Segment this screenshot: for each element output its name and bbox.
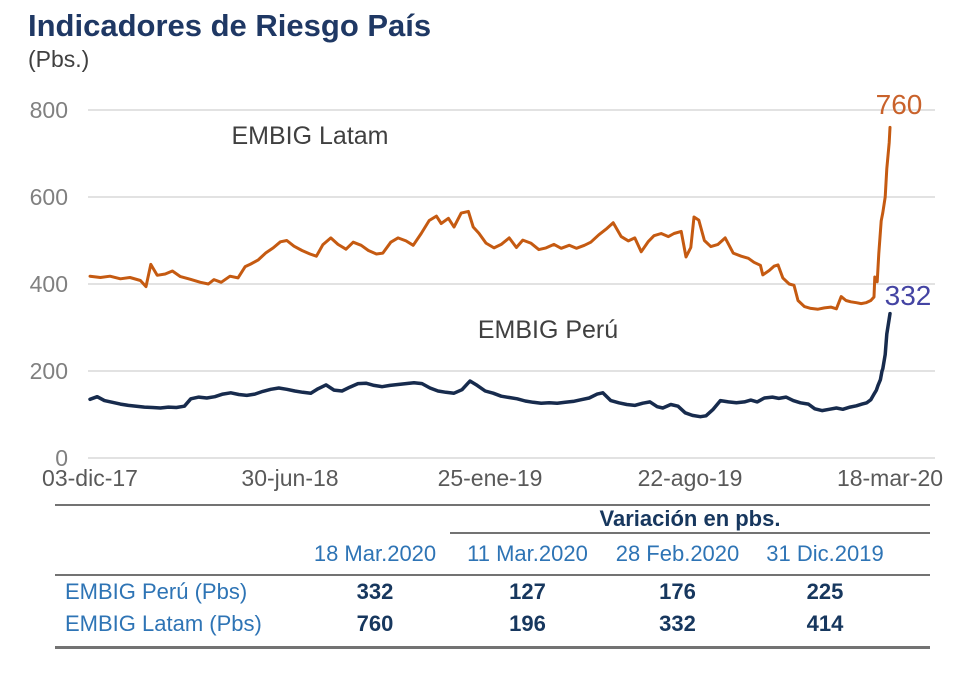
column-header-11-mar-2020: 11 Mar.2020 xyxy=(467,541,588,566)
cell-value: 225 xyxy=(806,579,844,604)
column-header-18-mar-2020: 18 Mar.2020 xyxy=(313,541,437,566)
cell-value: 127 xyxy=(509,579,546,604)
cell-value: 332 xyxy=(356,579,394,604)
chart-canvas xyxy=(88,109,935,459)
page-title: Indicadores de Riesgo País xyxy=(28,8,432,43)
row-label-embig-latam: EMBIG Latam (Pbs) xyxy=(65,611,262,636)
variation-header: Variación en pbs. xyxy=(450,506,930,534)
cell-value: 332 xyxy=(659,611,696,636)
y-axis-tick: 600 xyxy=(29,184,68,210)
column-header-empty xyxy=(55,534,300,574)
series-label-embig-latam: EMBIG Latam xyxy=(231,122,389,150)
page-subtitle: (Pbs.) xyxy=(28,46,90,72)
table-header-row: 18 Mar.2020 11 Mar.2020 28 Feb.2020 31 D… xyxy=(55,534,930,576)
cell-value: 414 xyxy=(806,611,844,636)
cell-value: 760 xyxy=(356,611,394,636)
row-label-embig-peru: EMBIG Perú (Pbs) xyxy=(65,579,248,604)
table-row-embig-peru: EMBIG Perú (Pbs) 332 127 176 225 xyxy=(55,576,930,608)
x-axis-tick: 22-ago-19 xyxy=(637,465,743,491)
column-header-31-dic-2019: 31 Dic.2019 xyxy=(766,541,884,566)
variation-header-row: Variación en pbs. xyxy=(55,506,930,534)
x-axis-tick: 30-jun-18 xyxy=(241,465,339,491)
embig-line-chart: 0 200 400 600 800 03-dic-17 30-jun-18 25-ene-19… xyxy=(29,89,944,491)
y-axis-tick: 200 xyxy=(29,358,68,384)
table-row-embig-latam: EMBIG Latam (Pbs) 760 196 332 414 xyxy=(55,608,930,640)
series-line-embig-per- xyxy=(88,311,892,419)
y-axis-tick: 800 xyxy=(29,97,68,123)
series-line-embig-latam xyxy=(88,125,892,311)
y-axis-tick: 0 xyxy=(55,445,68,471)
x-axis-tick: 03-dic-17 xyxy=(42,465,138,491)
x-axis-tick: 25-ene-19 xyxy=(437,465,543,491)
series-label-embig-per-: EMBIG Perú xyxy=(477,316,619,344)
x-axis-tick: 18-mar-20 xyxy=(836,465,944,491)
cell-value: 196 xyxy=(509,611,546,636)
end-value-embig-latam: 760 xyxy=(875,89,923,120)
column-header-28-feb-2020: 28 Feb.2020 xyxy=(615,541,740,566)
summary-table: Variación en pbs. 18 Mar.2020 11 Mar.202… xyxy=(55,504,930,649)
column-header-filler xyxy=(900,534,930,574)
end-value-embig-per-: 332 xyxy=(884,280,932,311)
y-axis-tick: 400 xyxy=(29,271,68,297)
cell-value: 176 xyxy=(659,579,696,604)
